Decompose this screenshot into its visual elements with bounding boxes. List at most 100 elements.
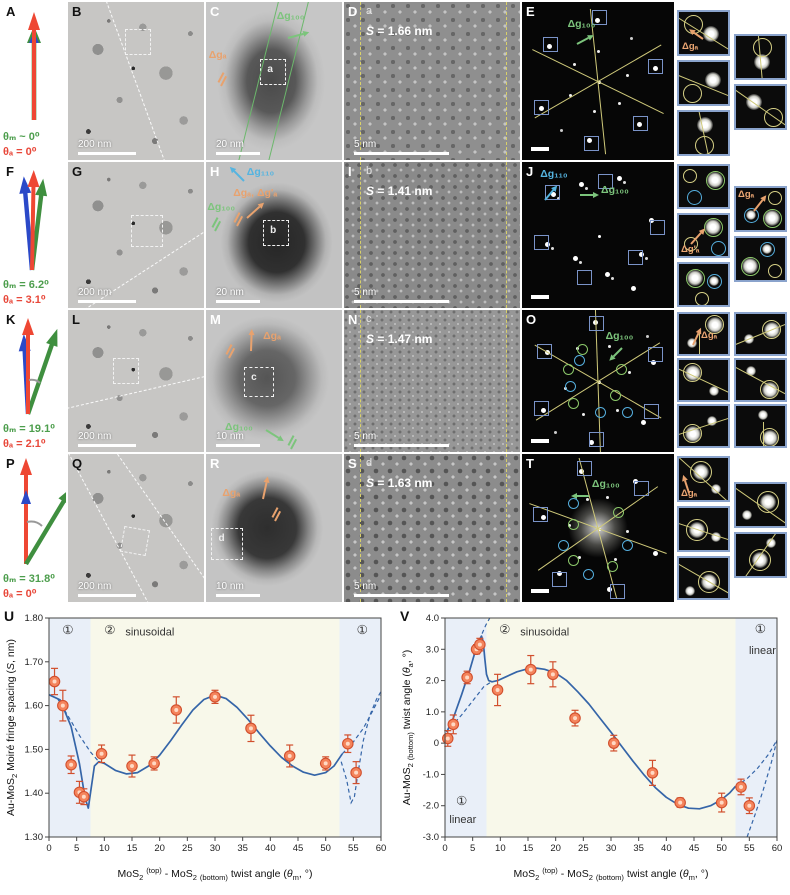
bragg-spot-box [598,173,613,189]
panel-label: D [348,4,358,19]
diffraction-spots [598,381,601,384]
scale-bar-line [216,151,260,155]
panel-N-moire-image: N c S = 1.47 nm 5 nm [344,310,520,452]
bragg-spot-box [584,136,600,152]
scale-bar: 5 nm [354,431,449,447]
chart-U-moire-spacing: U 0 5 10 15 20 25 30 35 40 45 50 55 60 1.30 1.40 1.50 1.… [2,606,390,884]
scale-bar-line [354,443,449,447]
panel-E-spot-insets: Δgₐ [676,2,788,160]
delta-g-100-label: Δg₁₀₀ [276,9,305,22]
panel-L-tem-overview: L 200 nm [68,310,204,452]
spot-inset: Δgₐ [677,312,730,356]
moire-spot-ring [683,424,702,443]
au-spot-ring [687,190,702,205]
spot-inset [677,358,730,402]
fringe-marker-line [505,2,507,160]
delta-g-a-label: Δgₐ [222,486,241,499]
svg-text:20: 20 [550,843,561,854]
bragg-spot-box [648,58,664,74]
mos2-spot-ring [563,363,575,375]
fringe-marker-line [505,162,507,308]
svg-text:0: 0 [46,843,51,854]
scale-bar-line [216,593,260,597]
panel-label: V [400,608,410,624]
spot-inset [677,60,730,106]
bragg-spot-box [537,344,553,360]
twist-arrows-diagram [27,12,41,120]
svg-text:②: ② [499,623,510,637]
bragg-spot-box [628,249,644,265]
panel-label: A [6,4,16,19]
roi-letter: b [270,225,277,237]
mos2-spot-ring [610,389,622,401]
scale-bar: 5 nm [354,581,449,597]
panel-label: R [210,456,220,471]
roi-box-c: c [244,366,275,397]
parallel-marks [287,435,295,446]
roi-letter: c [251,371,257,383]
panel-J-saed: J Δg₁₁₀ Δg₁₀₀ [522,162,674,308]
spot-inset: Δgₐ [677,10,730,56]
panel-E-saed: E Δg₁₀₀ [522,2,674,160]
moire-spot-ring [705,315,724,334]
scale-bar: 200 nm [78,581,136,597]
scale-text: 5 nm [354,138,377,150]
mos2-spot-ring [567,554,579,566]
bragg-spot [758,410,768,420]
delta-g-100-arrow [576,37,589,45]
spot-inset [734,482,787,528]
moire-spot-ring [753,38,772,57]
svg-text:0: 0 [442,843,447,854]
svg-text:45: 45 [689,843,700,854]
panel-label: S [348,456,357,471]
roi-letter: d [218,533,225,544]
fringe-spacing-label: S = 1.47 nm [366,332,432,346]
roi-box-d: d [211,528,244,560]
spot-inset: Δg'ₐ [677,213,730,258]
svg-text:35: 35 [237,843,248,854]
fringe-marker-line [359,162,361,308]
scale-text: 200 nm [78,430,112,442]
scale-bar-line [78,443,136,447]
theta-a-label: θₐ = 2.1⁰ [3,437,46,450]
bragg-spot-box [534,235,550,250]
scale-bar: 200 nm [78,430,136,447]
mos2-spot-ring [613,507,625,519]
spot-inset [677,556,730,600]
moire-spot-ring [695,136,714,154]
svg-text:40: 40 [661,843,672,854]
svg-text:55: 55 [744,843,755,854]
panel-T-spot-insets: Δgₐ [676,454,788,602]
svg-text:sinusoidal: sinusoidal [125,627,174,639]
panel-label: H [210,164,220,179]
bragg-spot-box [576,270,592,286]
chart-V-twist-angle: V 0 5 10 15 20 25 30 35 40 45 50 55 60 -3.0 -2.0 -1.0 0 1… [398,606,786,884]
svg-text:40: 40 [265,843,276,854]
delta-g-100-label: Δg₁₀₀ [591,477,620,490]
bragg-spot-box [634,480,650,496]
svg-text:2.0: 2.0 [426,676,439,687]
spot-inset [677,262,730,307]
panel-label: G [72,164,83,179]
spacing-value: = 1.41 nm [374,184,433,198]
scale-text: 5 nm [354,286,377,298]
svg-text:Au-MoS2 (bottom) twist angle (: Au-MoS2 (bottom) twist angle (θa, °) [401,650,415,806]
spot-inset [677,404,730,448]
svg-text:1.70: 1.70 [25,657,44,668]
fringe-spacing-label: S = 1.41 nm [366,184,432,198]
mos2-spot-ring [686,269,705,288]
guide-line [698,330,702,354]
svg-text:1.40: 1.40 [25,788,44,799]
panel-label: C [210,4,220,19]
theta-m-label: θₘ = 31.8⁰ [3,573,56,586]
bragg-spot [685,586,695,596]
svg-text:4.0: 4.0 [426,613,439,624]
bragg-spot-box [632,115,648,131]
bragg-spot [705,72,721,88]
au-spot-ring [760,242,775,257]
twist-arrows-diagram [19,170,48,271]
roi-letter: a [366,5,373,17]
fringe-marker-line [359,454,361,602]
panel-K-twist-diagram: K θₘ = 19.1⁰ θₐ = 2.1⁰ [2,310,66,452]
scale-bar-line [78,151,136,155]
